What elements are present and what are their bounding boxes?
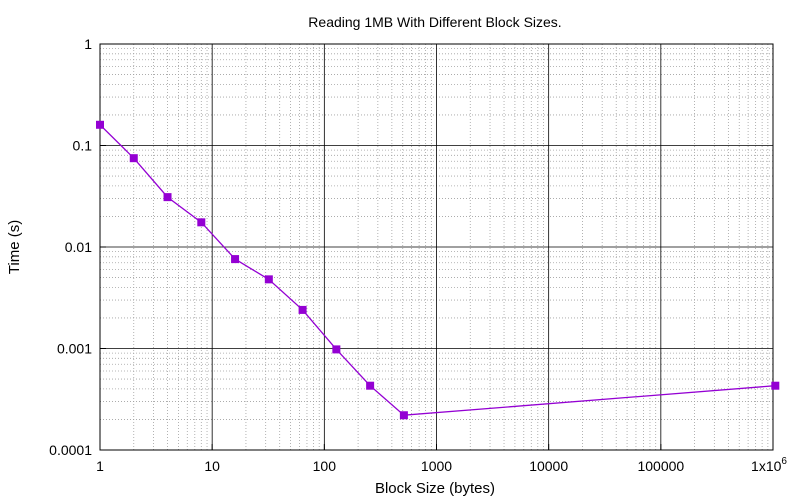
data-point xyxy=(332,345,341,354)
x-tick-label: 100000 xyxy=(637,458,684,474)
data-point xyxy=(129,154,138,163)
data-point xyxy=(298,305,307,314)
data-point xyxy=(771,381,780,390)
x-tick-labels: 1 10 100 1000 10000 100000 1x106 xyxy=(96,444,787,474)
x-tick-label: 100 xyxy=(313,458,337,474)
data-point xyxy=(366,381,375,390)
data-point xyxy=(163,193,172,202)
data-point xyxy=(231,255,240,264)
y-tick-label: 0.1 xyxy=(73,138,93,154)
x-tick-label: 1000 xyxy=(421,458,452,474)
data-point xyxy=(197,218,206,227)
x-tick-label: 1x106 xyxy=(751,456,787,474)
x-tick-exponent: 6 xyxy=(781,456,787,467)
y-tick-label: 1 xyxy=(84,36,92,52)
x-axis-label: Block Size (bytes) xyxy=(375,480,495,497)
chart-title: Reading 1MB With Different Block Sizes. xyxy=(308,14,561,30)
series-layer xyxy=(96,120,780,420)
x-tick-label: 10000 xyxy=(529,458,568,474)
x-tick-label: 10 xyxy=(204,458,220,474)
y-axis-label: Time (s) xyxy=(6,220,23,274)
y-tick-label: 0.01 xyxy=(65,239,92,255)
data-point xyxy=(264,275,273,284)
y-tick-label: 0.001 xyxy=(57,341,92,357)
grid-major xyxy=(100,44,773,450)
x-tick-label: 1 xyxy=(96,458,104,474)
data-point xyxy=(96,120,104,129)
y-tick-label: 0.0001 xyxy=(49,442,92,458)
y-tick-labels: 0.0001 0.001 0.01 0.1 1 xyxy=(49,36,106,458)
data-point xyxy=(399,411,408,420)
